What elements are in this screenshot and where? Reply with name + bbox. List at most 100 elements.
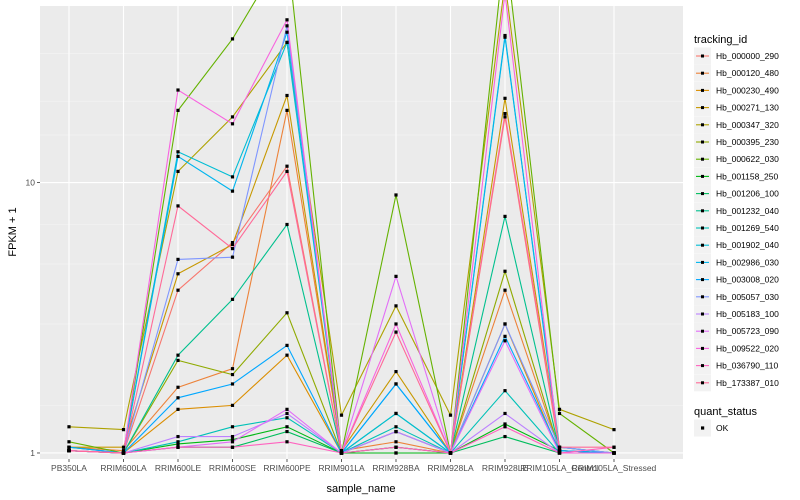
data-point — [394, 425, 398, 429]
data-point — [230, 240, 235, 245]
grid-lines — [40, 6, 683, 459]
data-point — [121, 428, 126, 432]
data-point — [285, 169, 289, 174]
data-point — [121, 451, 126, 455]
data-point — [394, 193, 398, 197]
data-point — [394, 445, 398, 449]
data-point — [67, 445, 71, 449]
data-point — [176, 434, 180, 439]
data-point — [285, 164, 289, 168]
data-point — [503, 269, 507, 273]
legend-label: Hb_002986_030 — [716, 257, 779, 267]
legend-key-point — [701, 106, 704, 110]
data-point — [230, 122, 235, 126]
data-point — [394, 274, 398, 278]
data-point — [285, 411, 289, 416]
legend-label: Hb_001232_040 — [716, 206, 779, 216]
legend-key-point — [701, 312, 704, 316]
data-point — [230, 382, 235, 386]
data-point — [176, 169, 180, 174]
data-point — [176, 407, 180, 411]
legend-key-point — [701, 88, 704, 92]
data-point — [230, 255, 235, 259]
x-tick-label: RRIM105LA_Stressed — [572, 463, 657, 473]
legend-label: Hb_001158_250 — [716, 171, 779, 181]
legend-key-point — [701, 364, 704, 368]
data-point — [503, 322, 507, 326]
shape-legend-key-point — [701, 426, 705, 430]
x-tick-label: RRIM105LA_Control — [520, 463, 599, 473]
data-point — [285, 343, 289, 347]
data-point — [339, 413, 344, 417]
legend-key-point — [701, 243, 704, 247]
x-axis: PB350LA RRIM600LA RRIM600LE RRIM600SE RRIM60… — [51, 459, 657, 473]
legend-key-point — [701, 140, 704, 144]
data-point — [121, 449, 126, 453]
data-point — [503, 339, 507, 343]
legend-key-point — [701, 346, 704, 350]
data-point — [503, 334, 507, 338]
legend-label: Hb_000347_320 — [716, 120, 779, 130]
data-point — [394, 369, 398, 374]
data-point — [230, 403, 235, 407]
data-point — [285, 24, 289, 28]
y-tick-label: 1 — [30, 448, 35, 458]
x-axis-title: sample_name — [326, 483, 395, 495]
data-point — [285, 425, 289, 429]
data-point — [285, 18, 289, 22]
y-axis-title: FPKM + 1 — [7, 207, 19, 256]
data-point — [176, 154, 180, 159]
data-point — [230, 189, 235, 193]
data-point — [612, 445, 616, 449]
data-point — [394, 382, 398, 386]
data-point — [557, 445, 562, 449]
x-tick-label: RRIM600LA — [100, 463, 147, 473]
data-point — [176, 272, 180, 276]
data-point — [285, 40, 289, 45]
legend-title-quant-status: quant_status — [694, 406, 757, 418]
data-point — [230, 367, 235, 371]
data-point — [230, 175, 235, 179]
data-point — [285, 416, 289, 420]
data-point — [230, 440, 235, 444]
data-point — [230, 37, 235, 41]
data-point — [557, 449, 562, 453]
x-tick-label: RRIM928BA — [372, 463, 420, 473]
legend-label: Hb_000230_490 — [716, 85, 779, 95]
legend-key-point — [701, 295, 704, 299]
x-tick-label: RRIM928LE — [482, 463, 529, 473]
y-tick-label: 10 — [26, 178, 36, 188]
data-point — [394, 322, 398, 326]
legend-label: Hb_001269_540 — [716, 223, 779, 233]
data-point — [67, 449, 71, 453]
legend-key-point — [701, 174, 704, 178]
data-point — [230, 247, 235, 251]
data-point — [285, 93, 289, 98]
shape-legend-label: OK — [716, 423, 729, 433]
x-tick-label: RRIM600SE — [209, 463, 257, 473]
data-point — [176, 440, 180, 444]
x-tick-label: RRIM600LE — [155, 463, 202, 473]
legend-key-point — [701, 260, 704, 264]
data-point — [176, 204, 180, 208]
legend-label: Hb_000120_480 — [716, 68, 779, 78]
data-point — [448, 413, 453, 417]
data-point — [394, 429, 398, 434]
data-point — [230, 445, 235, 449]
legend-key-point — [701, 226, 704, 230]
data-point — [503, 425, 507, 429]
x-tick-label: RRIM901LA — [318, 463, 365, 473]
data-point — [339, 451, 344, 455]
data-point — [285, 407, 289, 411]
legend-key-point — [701, 157, 704, 161]
data-point — [176, 358, 180, 362]
legend-label: Hb_000000_290 — [716, 51, 779, 61]
y-axis: 1 10 — [26, 178, 40, 458]
data-point — [176, 150, 180, 154]
data-point — [394, 330, 398, 334]
legend-key-point — [701, 54, 704, 58]
data-point — [230, 434, 235, 439]
data-point — [448, 451, 453, 455]
data-point — [230, 438, 235, 442]
